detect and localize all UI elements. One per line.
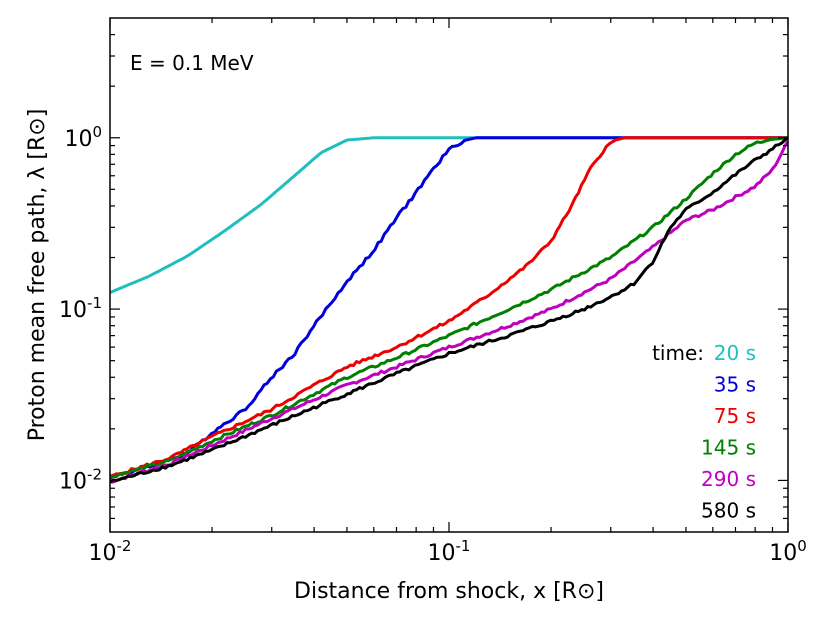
series-line-20s: [110, 136, 788, 294]
legend-item: 580 s: [701, 499, 756, 523]
x-tick-label: 10-1: [428, 537, 471, 566]
y-tick-label: 10-1: [59, 294, 102, 323]
legend-item: 20 s: [714, 341, 756, 365]
y-axis-title: Proton mean free path, λ [R⊙]: [25, 109, 50, 442]
legend-title: time:: [652, 341, 704, 365]
series-group: [110, 136, 788, 484]
energy-annotation: E = 0.1 MeV: [130, 51, 254, 75]
series-line-290s: [110, 140, 788, 484]
legend-item: 75 s: [714, 404, 756, 428]
plot-frame: [109, 17, 789, 533]
x-axis-title: Distance from shock, x [R⊙]: [294, 579, 604, 604]
series-line-75s: [110, 136, 788, 478]
series-line-580s: [110, 136, 788, 484]
series-line-145s: [110, 136, 788, 479]
legend-item: 145 s: [701, 436, 756, 460]
y-tick-label: 10-2: [59, 465, 102, 494]
x-tick-label: 10-2: [89, 537, 132, 566]
y-tick-label: 100: [64, 123, 102, 152]
series-line-35s: [110, 136, 788, 480]
legend: time: 20 s 35 s 75 s 145 s 290 s 580 s: [652, 341, 756, 523]
legend-item: 35 s: [714, 373, 756, 397]
x-tick-label: 100: [769, 537, 807, 566]
ticks-group: 10-2 10-1 100 10-2 10-1 100: [59, 18, 807, 566]
legend-item: 290 s: [701, 467, 756, 491]
